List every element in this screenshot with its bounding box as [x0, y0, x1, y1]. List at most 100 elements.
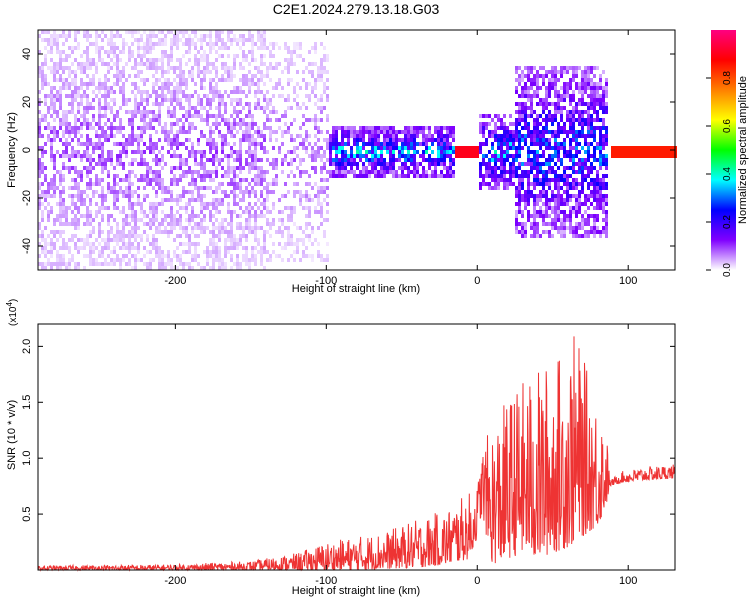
spectrogram-cell	[227, 122, 230, 126]
spectrogram-cell	[215, 254, 218, 258]
spectrogram-cell	[320, 58, 323, 62]
spectrogram-cell	[86, 254, 89, 258]
spectrogram-cell	[584, 118, 587, 122]
spectrogram-cell	[215, 50, 218, 54]
spectrogram-cell	[269, 222, 272, 226]
spectrogram-cell	[308, 194, 311, 198]
spectrogram-cell	[575, 202, 578, 206]
spectrogram-cell	[530, 138, 533, 142]
spectrogram-cell	[83, 222, 86, 226]
spectrogram-cell	[227, 246, 230, 250]
spectrogram-cell	[86, 234, 89, 238]
spectrogram-cell	[248, 170, 251, 174]
spectrogram-cell	[389, 138, 392, 142]
spectrogram-cell	[65, 166, 68, 170]
spectrogram-cell	[230, 98, 233, 102]
spectrogram-cell	[572, 162, 575, 166]
spectrogram-cell	[509, 130, 512, 134]
spectrogram-cell	[89, 82, 92, 86]
spectrogram-cell	[440, 142, 443, 146]
spectrogram-cell	[293, 50, 296, 54]
spectrogram-cell	[80, 102, 83, 106]
spectrogram-cell	[377, 146, 380, 150]
spectrogram-cell	[248, 106, 251, 110]
spectrogram-cell	[383, 126, 386, 130]
spectrogram-cell	[218, 226, 221, 230]
spectrogram-cell	[602, 106, 605, 110]
spectrogram-cell	[440, 150, 443, 154]
spectrogram-cell	[446, 130, 449, 134]
spectrogram-cell	[221, 226, 224, 230]
spectrogram-cell	[206, 174, 209, 178]
spectrogram-cell	[485, 174, 488, 178]
spectrogram-cell	[497, 174, 500, 178]
spectrogram-cell	[77, 170, 80, 174]
spectrogram-cell	[317, 198, 320, 202]
spectrogram-cell	[125, 218, 128, 222]
spectrogram-cell	[38, 134, 41, 138]
spectrogram-cell	[350, 150, 353, 154]
spectrogram-cell	[68, 102, 71, 106]
spectrogram-cell	[587, 134, 590, 138]
spectrogram-cell	[38, 98, 41, 102]
spectrogram-cell	[479, 166, 482, 170]
spectrogram-cell	[236, 254, 239, 258]
spectrogram-cell	[401, 154, 404, 158]
spectrogram-cell	[194, 154, 197, 158]
spectrogram-cell	[161, 66, 164, 70]
spectrogram-cell	[218, 34, 221, 38]
spectrogram-cell	[86, 110, 89, 114]
spectrogram-cell	[83, 70, 86, 74]
spectrogram-cell	[128, 122, 131, 126]
spectrogram-cell	[227, 174, 230, 178]
spectrogram-cell	[566, 194, 569, 198]
spectrogram-cell	[149, 110, 152, 114]
spectrogram-cell	[287, 218, 290, 222]
spectrogram-cell	[293, 42, 296, 46]
spectrogram-cell	[218, 98, 221, 102]
spectrogram-cell	[260, 42, 263, 46]
spectrogram-cell	[593, 66, 596, 70]
spectrogram-cell	[569, 82, 572, 86]
spectrogram-cell	[443, 146, 446, 150]
spectrogram-cell	[104, 158, 107, 162]
spectrogram-cell	[203, 86, 206, 90]
spectrogram-cell	[350, 146, 353, 150]
spectrogram-cell	[482, 174, 485, 178]
spectrogram-cell	[110, 162, 113, 166]
spectrogram-cell	[347, 130, 350, 134]
spectrogram-cell	[482, 126, 485, 130]
spectrogram-cell	[155, 154, 158, 158]
spectrogram-cell	[509, 174, 512, 178]
spectrogram-cell	[191, 242, 194, 246]
spectrogram-cell	[215, 246, 218, 250]
spectrogram-cell	[575, 198, 578, 202]
spectrogram-cell	[590, 226, 593, 230]
spectrogram-cell	[107, 42, 110, 46]
spectrogram-cell	[374, 166, 377, 170]
spectrogram-cell	[506, 126, 509, 130]
spectrogram-cell	[596, 146, 599, 150]
spectrogram-cell	[200, 162, 203, 166]
spectrogram-cell	[224, 106, 227, 110]
spectrogram-cell	[62, 142, 65, 146]
spectrogram-cell	[86, 138, 89, 142]
spectrogram-cell	[107, 150, 110, 154]
spectrogram-cell	[248, 70, 251, 74]
spectrogram-cell	[311, 118, 314, 122]
spectrogram-cell	[98, 90, 101, 94]
spectrogram-cell	[119, 178, 122, 182]
spectrogram-cell	[266, 182, 269, 186]
spectrogram-cell	[209, 30, 212, 34]
spectrogram-cell	[59, 214, 62, 218]
spectrogram-cell	[50, 142, 53, 146]
spectrogram-cell	[155, 194, 158, 198]
spectrogram-cell	[146, 234, 149, 238]
spectrogram-cell	[56, 254, 59, 258]
spectrogram-cell	[599, 186, 602, 190]
spectrogram-cell	[86, 214, 89, 218]
spectrogram-cell	[272, 178, 275, 182]
spectrogram-cell	[173, 218, 176, 222]
spectrogram-cell	[392, 150, 395, 154]
spectrogram-cell	[275, 62, 278, 66]
